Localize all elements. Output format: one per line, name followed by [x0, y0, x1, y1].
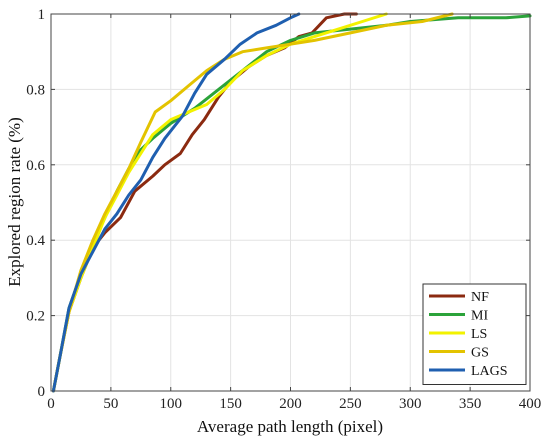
- x-tick-label-6: 300: [399, 396, 422, 412]
- x-tick-label-4: 200: [279, 396, 302, 412]
- x-tick-label-1: 50: [103, 396, 118, 412]
- x-axis-label: Average path length (pixel): [197, 417, 383, 436]
- legend-label-gs: GS: [471, 346, 489, 361]
- y-tick-label-5: 1: [38, 7, 46, 23]
- legend: NF MI LS GS LAGS: [422, 283, 527, 385]
- x-tick-label-3: 150: [219, 396, 242, 412]
- y-tick-label-2: 0.4: [26, 233, 45, 249]
- series-lines: [51, 12, 532, 393]
- y-tick-label-0: 0: [38, 384, 46, 400]
- x-tick-label-5: 250: [339, 396, 362, 412]
- series-line-lags: [51, 12, 301, 393]
- legend-label-ls: LS: [471, 327, 487, 342]
- legend-label-mi: MI: [471, 309, 488, 324]
- axis-ticks: 0 50 100 150 200 250 300 350 400 0 0.2 0.4 0.6 0.8 1: [26, 7, 541, 412]
- y-tick-label-3: 0.6: [26, 158, 45, 174]
- x-tick-label-0: 0: [47, 396, 55, 412]
- x-tick-label-7: 350: [459, 396, 482, 412]
- x-tick-label-8: 400: [519, 396, 542, 412]
- y-axis-label: Explored region rate (%): [5, 117, 24, 286]
- series-line-gs: [51, 12, 454, 393]
- y-tick-label-4: 0.8: [26, 82, 45, 98]
- legend-label-nf: NF: [471, 290, 489, 305]
- x-tick-label-2: 100: [160, 396, 183, 412]
- legend-label-lags: LAGS: [471, 364, 508, 379]
- y-tick-label-1: 0.2: [26, 309, 45, 325]
